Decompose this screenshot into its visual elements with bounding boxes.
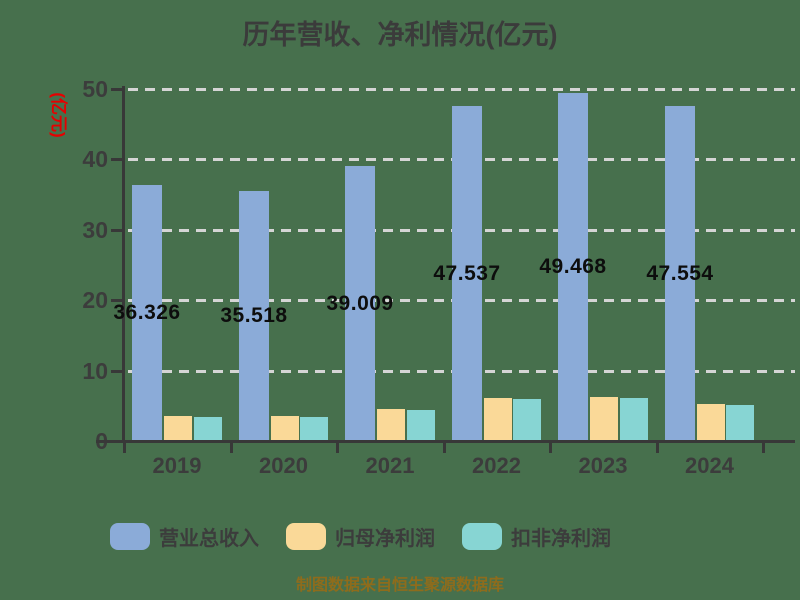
total-revenue-bar-2022 [452, 106, 482, 441]
value-label-2019: 36.326 [113, 301, 181, 324]
total-revenue-bar-2021 [345, 166, 375, 441]
chart-title: 历年营收、净利情况(亿元) [242, 20, 558, 50]
legend-swatch-non-gaap-net-profit [462, 523, 502, 550]
x-tick [655, 443, 659, 453]
total-revenue-bar-2023 [558, 93, 588, 441]
y-tick-20 [111, 299, 124, 302]
y-tick-label-20: 20 [82, 287, 108, 313]
x-tick-label-2024: 2024 [685, 453, 734, 478]
legend-item-net-profit: 归母净利润 [286, 522, 435, 551]
total-revenue-bar-2024 [665, 106, 695, 441]
net-profit-bar-2019 [164, 416, 192, 441]
net-profit-bar-2023 [590, 397, 618, 441]
x-tick [122, 443, 126, 453]
x-tick-label-2019: 2019 [152, 453, 202, 478]
y-tick-label-30: 30 [82, 217, 108, 243]
net-profit-bar-2020 [271, 416, 299, 441]
value-label-2024: 47.554 [646, 262, 714, 285]
legend-label-total-revenue: 营业总收入 [159, 528, 259, 550]
non-gaap-net-profit-bar-2019 [194, 417, 222, 441]
y-tick-label-40: 40 [82, 146, 108, 172]
x-tick [335, 443, 339, 453]
value-label-2021: 39.009 [326, 292, 394, 315]
y-tick-30 [111, 229, 124, 232]
net-profit-bar-2024 [697, 404, 725, 441]
x-axis-line [96, 440, 795, 443]
y-axis-line [122, 86, 125, 443]
non-gaap-net-profit-bar-2021 [407, 410, 435, 441]
legend-swatch-net-profit [286, 523, 326, 550]
y-tick-label-50: 50 [82, 76, 108, 102]
x-tick [761, 443, 765, 453]
y-tick-10 [111, 370, 124, 373]
legend-label-non-gaap-net-profit: 扣非净利润 [511, 528, 611, 550]
legend-swatch-total-revenue [110, 523, 150, 550]
legend-item-non-gaap-net-profit: 扣非净利润 [462, 522, 611, 551]
x-tick [229, 443, 233, 453]
x-tick [442, 443, 446, 453]
non-gaap-net-profit-bar-2023 [620, 398, 648, 441]
x-tick-label-2022: 2022 [472, 453, 521, 478]
non-gaap-net-profit-bar-2020 [300, 417, 328, 441]
net-profit-bar-2022 [484, 398, 512, 441]
x-tick-label-2023: 2023 [578, 453, 628, 478]
value-label-2023: 49.468 [539, 255, 607, 278]
value-label-2022: 47.537 [433, 262, 501, 285]
y-tick-label-10: 10 [82, 358, 108, 384]
non-gaap-net-profit-bar-2024 [726, 405, 754, 441]
legend-item-total-revenue: 营业总收入 [110, 522, 259, 551]
x-tick [548, 443, 552, 453]
total-revenue-bar-2019 [132, 185, 162, 441]
y-tick-50 [111, 88, 124, 91]
x-tick-label-2021: 2021 [365, 453, 415, 478]
gridline-50 [128, 88, 795, 91]
value-label-2020: 35.518 [220, 304, 288, 327]
x-tick-label-2020: 2020 [259, 453, 308, 478]
data-source-caption: 制图数据来自恒生聚源数据库 [295, 577, 504, 594]
y-tick-40 [111, 158, 124, 161]
net-profit-bar-2021 [377, 409, 405, 441]
total-revenue-bar-2020 [239, 191, 269, 441]
non-gaap-net-profit-bar-2022 [513, 399, 541, 441]
legend: 营业总收入 归母净利润 扣非净利润 [110, 522, 611, 551]
legend-label-net-profit: 归母净利润 [335, 528, 435, 550]
